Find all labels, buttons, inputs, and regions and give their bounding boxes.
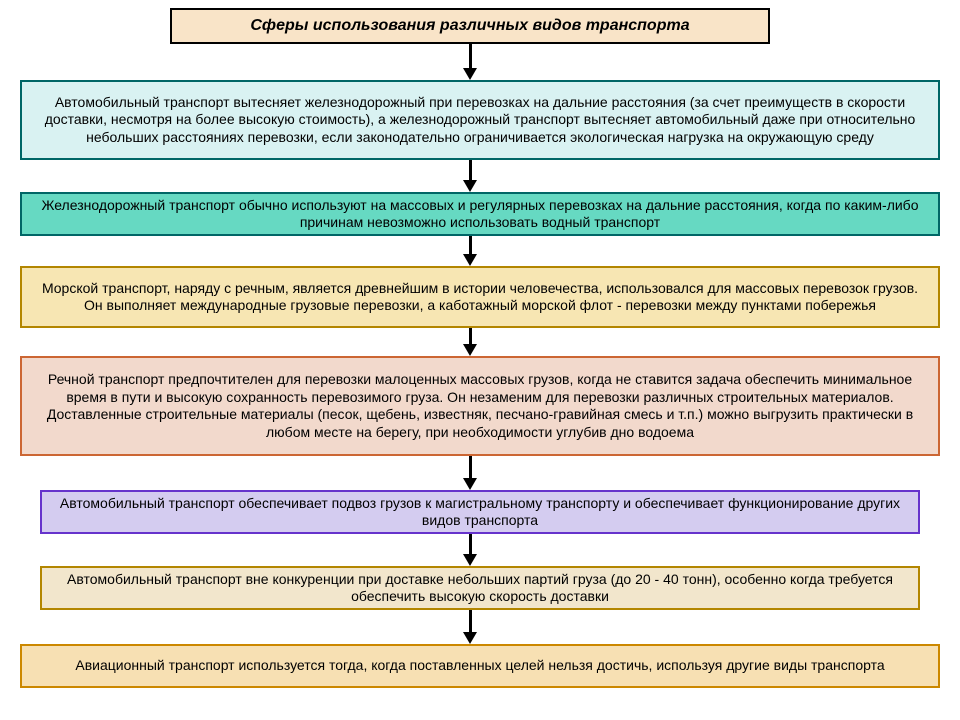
node-text-sea: Морской транспорт, наряду с речным, явля… [32,280,928,315]
node-text-river: Речной транспорт предпочтителен для пере… [32,371,928,441]
node-text-auto-feed: Автомобильный транспорт обеспечивает под… [52,495,908,530]
arrow-head-2 [463,254,477,266]
node-auto-feed: Автомобильный транспорт обеспечивает под… [40,490,920,534]
arrow-head-0 [463,68,477,80]
node-text-auto-small: Автомобильный транспорт вне конкуренции … [52,571,908,606]
node-auto-displaces: Автомобильный транспорт вытесняет железн… [20,80,940,160]
node-text-rail: Железнодорожный транспорт обычно использ… [32,197,928,232]
node-text-aviation: Авиационный транспорт используется тогда… [75,657,884,675]
arrow-line-0 [469,44,472,68]
arrow-head-5 [463,554,477,566]
node-rail: Железнодорожный транспорт обычно использ… [20,192,940,236]
node-title: Сферы использования различных видов тран… [170,8,770,44]
arrow-line-1 [469,160,472,180]
arrow-head-1 [463,180,477,192]
node-river: Речной транспорт предпочтителен для пере… [20,356,940,456]
arrow-line-4 [469,456,472,478]
node-auto-small: Автомобильный транспорт вне конкуренции … [40,566,920,610]
node-sea: Морской транспорт, наряду с речным, явля… [20,266,940,328]
node-aviation: Авиационный транспорт используется тогда… [20,644,940,688]
arrow-line-6 [469,610,472,632]
arrow-head-3 [463,344,477,356]
node-text-title: Сферы использования различных видов тран… [250,16,689,36]
arrow-head-6 [463,632,477,644]
arrow-line-3 [469,328,472,344]
arrow-line-2 [469,236,472,254]
arrow-line-5 [469,534,472,554]
node-text-auto-displaces: Автомобильный транспорт вытесняет железн… [32,94,928,147]
arrow-head-4 [463,478,477,490]
